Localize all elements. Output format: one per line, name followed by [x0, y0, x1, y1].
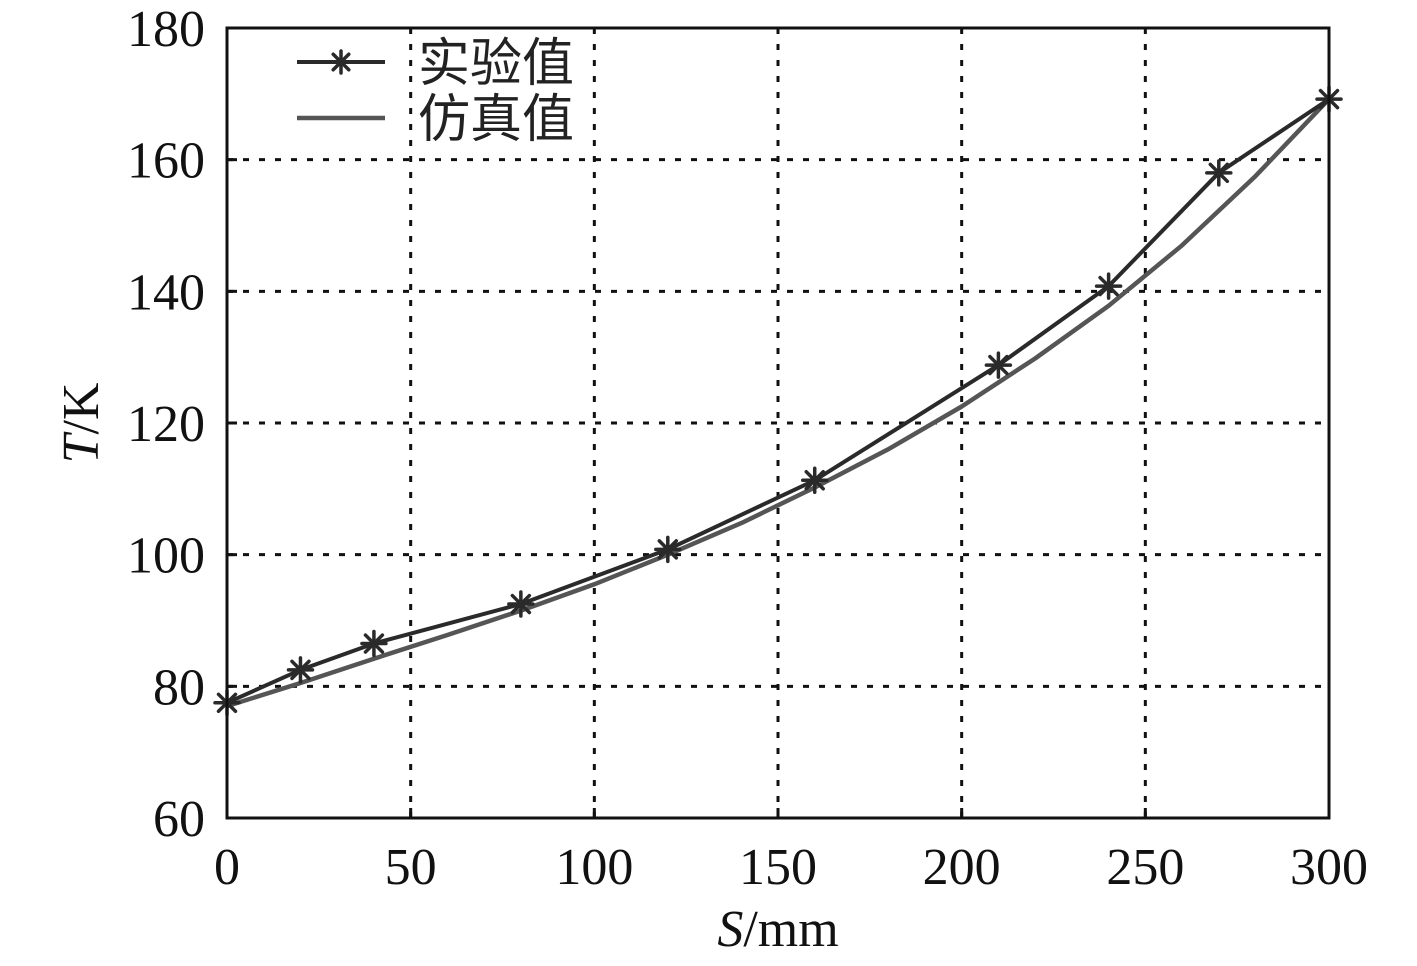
- y-axis-symbol: T: [53, 431, 110, 463]
- y-tick-label: 160: [127, 133, 205, 190]
- legend-label-simulation: 仿真值: [418, 90, 574, 150]
- grid-layer: [227, 28, 1329, 818]
- x-tick-label: 200: [923, 839, 1001, 896]
- x-tick-label: 100: [555, 839, 633, 896]
- data-point-marker: [984, 351, 1013, 379]
- data-point-marker: [286, 656, 315, 684]
- y-tick-label: 140: [127, 264, 205, 321]
- x-tick-label: 0: [214, 839, 240, 896]
- y-tick-label: 80: [153, 659, 205, 716]
- series-line-simulation: [226, 97, 1331, 709]
- x-axis-symbol: S: [717, 901, 743, 958]
- y-tick-label: 100: [127, 528, 205, 585]
- y-axis-unit: /K: [53, 382, 110, 434]
- data-point-marker: [1094, 272, 1123, 300]
- x-tick-label: 50: [385, 839, 437, 896]
- x-tick-label: 150: [739, 839, 817, 896]
- y-axis-title: T/K: [53, 382, 110, 463]
- x-axis-title: S/mm: [717, 901, 838, 958]
- data-point-marker: [507, 590, 535, 618]
- data-point-marker: [328, 49, 354, 75]
- y-tick-label: 120: [127, 396, 205, 453]
- data-point-marker: [654, 535, 682, 564]
- series-line-experimental: [226, 97, 1331, 705]
- legend-marker-experimental: [328, 49, 354, 75]
- x-tick-label: 300: [1290, 839, 1368, 896]
- data-point-marker: [360, 629, 388, 658]
- data-point-marker: [1205, 159, 1233, 187]
- series-layer: [213, 85, 1343, 717]
- y-tick-label: 60: [153, 791, 205, 848]
- x-axis-unit: /mm: [743, 901, 838, 958]
- y-tick-label: 180: [127, 1, 205, 58]
- legend-label-experimental: 实验值: [418, 34, 574, 94]
- data-point-marker: [800, 466, 829, 495]
- x-tick-label: 250: [1106, 839, 1184, 896]
- tick-layer: 0 50 100 150 200 250 300 60 80 100 120 140 160 180: [127, 1, 1368, 896]
- legend: 实验值 仿真值: [297, 34, 574, 150]
